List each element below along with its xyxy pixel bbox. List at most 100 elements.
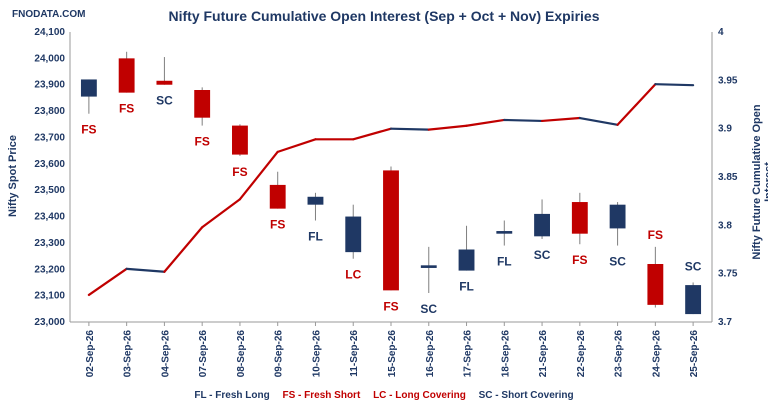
y-tick-right-label: 3.75 <box>718 269 738 280</box>
legend-item-long-covering: LC - Long Covering <box>373 390 466 401</box>
y-tick-left-label: 23,100 <box>34 291 65 302</box>
y-tick-left-label: 23,000 <box>34 317 65 328</box>
x-tick-label: 07-Sep-26 <box>198 330 209 378</box>
y-tick-right-label: 3.85 <box>718 172 738 183</box>
oi-line-segment <box>540 116 581 123</box>
candle-annotation: SC <box>609 255 626 269</box>
candle-annotation: FS <box>195 135 210 149</box>
y-tick-left-label: 23,800 <box>34 106 65 117</box>
axes: 23,000 23,100 23,200 23,300 23,400 23,500 23,6… <box>34 27 737 328</box>
candle-annotation: FS <box>572 253 587 267</box>
y-tick-right-label: 3.8 <box>718 220 732 231</box>
x-tick-label: 02-Sep-26 <box>85 330 96 378</box>
candle-body <box>194 90 211 118</box>
x-tick-label: 18-Sep-26 <box>500 330 511 378</box>
oi-line-segment <box>163 226 204 273</box>
x-tick-label: 03-Sep-26 <box>123 330 134 378</box>
x-tick-label: 08-Sep-26 <box>236 330 247 378</box>
y-axis-left-label: Nifty Spot Price <box>7 135 19 217</box>
site-logo-text: FNODATA.COM <box>12 9 86 20</box>
open-interest-series <box>87 83 695 297</box>
y-tick-left-label: 24,100 <box>34 27 65 38</box>
y-tick-left-label: 23,300 <box>34 238 65 249</box>
candle-annotation: FS <box>119 102 134 116</box>
oi-line-segment <box>201 198 242 229</box>
y-tick-left-label: 23,900 <box>34 80 65 91</box>
y-tick-right-label: 3.95 <box>718 75 738 86</box>
x-tick-label: 11-Sep-26 <box>349 330 360 377</box>
oi-line-segment <box>427 124 468 131</box>
candle-annotation: SC <box>685 259 702 273</box>
x-tick-label: 23-Sep-26 <box>614 330 625 378</box>
y-tick-left-label: 23,600 <box>34 159 65 170</box>
oi-line-segment <box>465 118 506 127</box>
candle-body <box>534 213 550 237</box>
candle-annotation: FS <box>383 299 398 313</box>
candlestick-series <box>80 51 702 315</box>
candle-body <box>269 184 286 209</box>
y-tick-left-label: 23,400 <box>34 212 65 223</box>
candle-body <box>80 79 97 97</box>
oi-line-segment <box>389 127 430 131</box>
x-tick-label: 16-Sep-26 <box>425 330 436 378</box>
legend-item-fresh-short: FS - Fresh Short <box>282 390 361 401</box>
x-tick-label: 10-Sep-26 <box>311 330 322 378</box>
y-tick-left-label: 24,000 <box>34 53 65 64</box>
y-tick-right-label: 3.9 <box>718 124 732 135</box>
candle-annotation: FS <box>232 165 247 179</box>
chart-title: Nifty Future Cumulative Open Interest (S… <box>168 8 600 24</box>
oi-line-segment <box>352 127 393 141</box>
oi-line-segment <box>125 267 166 273</box>
annotation-labels: FS FS SC FS FS FS FL LC FS SC FL FL SC FS SC FS SC <box>81 94 702 316</box>
oi-line-segment <box>616 83 657 126</box>
candle-body <box>118 58 135 93</box>
x-tick-label: 22-Sep-26 <box>576 330 587 378</box>
legend-item-fresh-long: FL - Fresh Long <box>194 390 270 401</box>
legend-item-short-covering: SC - Short Covering <box>478 390 574 401</box>
candle-body <box>571 202 588 234</box>
x-tick-label: 09-Sep-26 <box>274 330 285 378</box>
y-tick-left-label: 23,500 <box>34 185 65 196</box>
x-tick-labels: 02-Sep-26 03-Sep-26 04-Sep-26 07-Sep-26 08-S… <box>85 322 700 377</box>
y-tick-right-label: 3.7 <box>718 317 732 328</box>
x-tick-label: 24-Sep-26 <box>651 330 662 378</box>
legend: FL - Fresh Long FS - Fresh Short LC - Lo… <box>0 390 768 401</box>
candle-annotation: SC <box>420 302 437 316</box>
x-tick-label: 21-Sep-26 <box>538 330 549 378</box>
x-tick-label: 15-Sep-26 <box>387 330 398 378</box>
candle-annotation: FL <box>497 255 512 269</box>
oi-line-segment <box>654 83 695 87</box>
candle-annotation: FS <box>81 123 96 137</box>
oi-line-segment <box>87 267 128 297</box>
x-tick-label: 25-Sep-26 <box>689 330 700 378</box>
candle-annotation: FS <box>648 228 663 242</box>
candle-annotation: FS <box>270 218 285 232</box>
candle-body <box>609 204 626 229</box>
oi-line-segment <box>503 118 544 123</box>
y-axis-right-label: Nifty Future Cumulative Open Interest <box>751 104 768 260</box>
y-tick-left-label: 23,200 <box>34 264 65 275</box>
x-tick-label: 17-Sep-26 <box>463 330 474 378</box>
y-tick-right-label: 4 <box>718 27 724 38</box>
candle-body <box>345 216 362 253</box>
x-tick-label: 04-Sep-26 <box>160 330 171 378</box>
candle-body <box>232 125 248 155</box>
candle-body <box>496 231 513 234</box>
candle-body <box>685 285 702 315</box>
candle-body <box>307 196 324 205</box>
candle-body <box>383 170 399 291</box>
candle-body <box>458 249 475 271</box>
oi-line-segment <box>276 138 317 153</box>
candle-annotation: SC <box>534 248 551 262</box>
oi-line-segment <box>238 150 279 201</box>
candle-annotation: FL <box>308 230 323 244</box>
candle-body <box>420 265 437 268</box>
candle-annotation: LC <box>345 268 361 282</box>
candle-body <box>647 264 664 305</box>
oi-line-segment <box>578 116 619 126</box>
y-tick-left-label: 23,700 <box>34 132 65 143</box>
candle-body <box>156 80 173 85</box>
candle-annotation: FL <box>459 280 474 294</box>
candle-annotation: SC <box>156 94 173 108</box>
